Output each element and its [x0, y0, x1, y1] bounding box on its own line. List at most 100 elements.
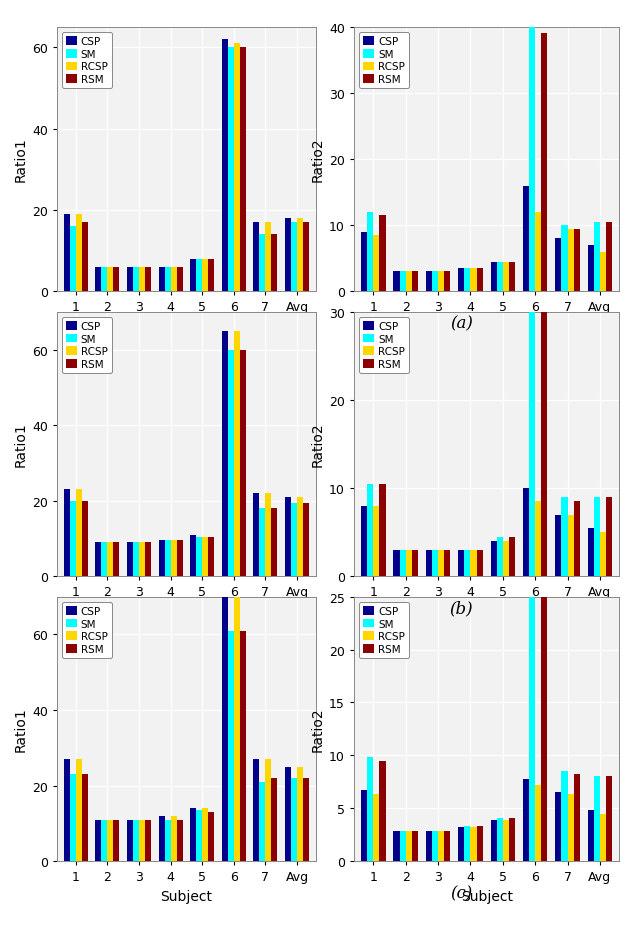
Bar — [568, 794, 574, 861]
Bar — [177, 268, 183, 292]
Bar — [260, 509, 265, 577]
Bar — [490, 820, 497, 861]
Bar — [393, 273, 399, 292]
Bar — [64, 759, 70, 861]
Bar — [399, 273, 406, 292]
Bar — [432, 550, 438, 577]
Bar — [588, 810, 594, 861]
Bar — [114, 268, 119, 292]
Bar — [260, 235, 265, 292]
Bar — [379, 216, 386, 292]
Bar — [139, 819, 145, 861]
Bar — [114, 819, 119, 861]
Legend: CSP, SM, RCSP, RSM: CSP, SM, RCSP, RSM — [359, 318, 409, 374]
Bar — [209, 260, 214, 292]
Bar — [234, 597, 240, 861]
Bar — [379, 761, 386, 861]
X-axis label: Subject: Subject — [161, 320, 212, 334]
Bar — [523, 186, 529, 292]
Text: (b): (b) — [449, 600, 473, 616]
Bar — [159, 540, 164, 577]
Bar — [503, 820, 509, 861]
Bar — [470, 269, 477, 292]
Bar — [568, 229, 574, 292]
X-axis label: Subject: Subject — [161, 889, 212, 903]
Bar — [497, 262, 503, 292]
Bar — [529, 28, 535, 292]
Bar — [535, 212, 542, 292]
Text: (c): (c) — [450, 884, 473, 901]
Bar — [470, 828, 477, 861]
Bar — [367, 484, 374, 577]
Bar — [133, 268, 139, 292]
Bar — [497, 818, 503, 861]
Legend: CSP, SM, RCSP, RSM: CSP, SM, RCSP, RSM — [359, 33, 409, 89]
Bar — [561, 226, 568, 292]
Y-axis label: Ratio1: Ratio1 — [14, 422, 28, 467]
Bar — [497, 537, 503, 577]
Bar — [95, 819, 101, 861]
X-axis label: Subject: Subject — [461, 320, 513, 334]
Bar — [222, 40, 228, 292]
Bar — [240, 48, 246, 292]
Bar — [470, 550, 477, 577]
Bar — [234, 331, 240, 577]
Bar — [542, 597, 547, 861]
Bar — [190, 535, 196, 577]
Bar — [145, 268, 151, 292]
Bar — [272, 509, 277, 577]
Bar — [260, 782, 265, 861]
Bar — [139, 542, 145, 577]
Bar — [70, 774, 76, 861]
Bar — [209, 537, 214, 577]
Bar — [196, 537, 202, 577]
Bar — [361, 233, 367, 292]
Bar — [291, 778, 297, 861]
Bar — [412, 273, 418, 292]
Bar — [297, 767, 303, 861]
Bar — [367, 212, 374, 292]
Bar — [285, 497, 291, 577]
Bar — [253, 759, 260, 861]
Bar — [265, 759, 272, 861]
Bar — [95, 542, 101, 577]
Y-axis label: Ratio1: Ratio1 — [14, 706, 28, 752]
Bar — [76, 215, 82, 292]
Bar — [285, 219, 291, 292]
Bar — [594, 497, 600, 577]
Bar — [145, 819, 151, 861]
Bar — [509, 537, 515, 577]
Bar — [291, 222, 297, 292]
Bar — [406, 550, 412, 577]
Bar — [432, 832, 438, 861]
Bar — [600, 814, 606, 861]
Bar — [202, 537, 209, 577]
Text: (a): (a) — [450, 315, 473, 332]
Bar — [272, 778, 277, 861]
Bar — [393, 832, 399, 861]
Bar — [556, 239, 561, 292]
Bar — [95, 268, 101, 292]
Bar — [297, 497, 303, 577]
Bar — [361, 506, 367, 577]
Bar — [574, 502, 580, 577]
Bar — [202, 808, 209, 861]
Bar — [127, 268, 133, 292]
Bar — [393, 550, 399, 577]
Bar — [139, 268, 145, 292]
Bar — [196, 260, 202, 292]
Bar — [82, 222, 88, 292]
Bar — [444, 273, 451, 292]
Bar — [588, 246, 594, 292]
Bar — [594, 777, 600, 861]
Bar — [399, 832, 406, 861]
Bar — [374, 794, 379, 861]
Bar — [490, 262, 497, 292]
Bar — [291, 503, 297, 577]
Legend: CSP, SM, RCSP, RSM: CSP, SM, RCSP, RSM — [62, 318, 112, 374]
Bar — [190, 260, 196, 292]
Bar — [426, 832, 432, 861]
X-axis label: Subject: Subject — [461, 889, 513, 903]
Bar — [509, 818, 515, 861]
Bar — [228, 350, 234, 577]
